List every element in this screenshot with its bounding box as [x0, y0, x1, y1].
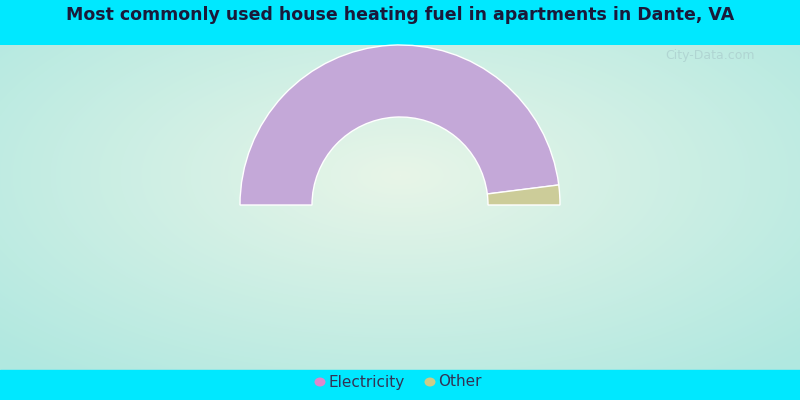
Ellipse shape [425, 378, 435, 386]
Wedge shape [240, 45, 558, 205]
Bar [0, 0, 800, 30]
Text: City-Data.com: City-Data.com [666, 48, 754, 62]
Wedge shape [487, 185, 560, 205]
Bar [0, 370, 800, 400]
Ellipse shape [314, 378, 326, 386]
Text: Other: Other [438, 374, 482, 390]
Text: Most commonly used house heating fuel in apartments in Dante, VA: Most commonly used house heating fuel in… [66, 6, 734, 24]
Text: Electricity: Electricity [328, 374, 404, 390]
